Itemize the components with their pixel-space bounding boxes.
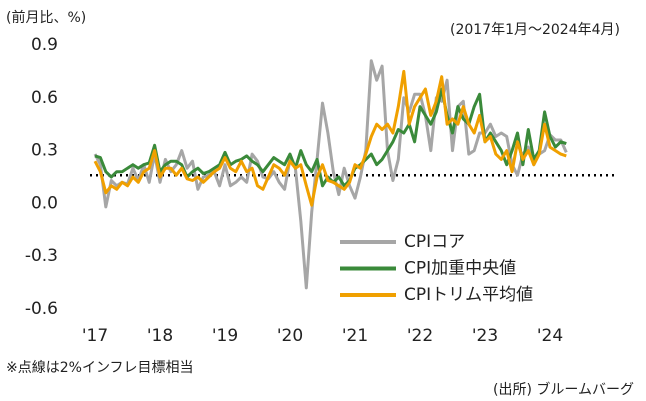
- note: ※点線は2%インフレ目標相当: [6, 360, 194, 376]
- legend-label: CPIコア: [404, 232, 465, 252]
- y-tick-label: -0.6: [25, 299, 58, 319]
- y-tick-label: 0.9: [31, 35, 58, 55]
- y-axis-label: (前月比、%): [6, 9, 86, 26]
- source: (出所) ブルームバーグ: [493, 381, 634, 398]
- x-tick-label: '18: [147, 326, 173, 346]
- x-tick-label: '22: [407, 326, 433, 346]
- x-tick-label: '23: [472, 326, 498, 346]
- y-tick-label: 0.6: [31, 88, 58, 108]
- x-tick-label: '20: [277, 326, 303, 346]
- series-line: [93, 59, 568, 290]
- x-tick-label: '17: [82, 326, 108, 346]
- x-tick-label: '21: [342, 326, 368, 346]
- y-tick-label: 0.3: [31, 141, 58, 161]
- x-tick-label: '19: [212, 326, 238, 346]
- legend-label: CPIトリム平均値: [404, 285, 533, 305]
- y-tick-label: -0.3: [25, 246, 58, 266]
- y-tick-label: 0.0: [31, 193, 58, 213]
- subtitle: (2017年1月～2024年4月): [450, 22, 620, 38]
- x-tick-label: '24: [537, 326, 563, 346]
- series-line: [93, 69, 567, 207]
- legend-label: CPI加重中央値: [404, 259, 516, 279]
